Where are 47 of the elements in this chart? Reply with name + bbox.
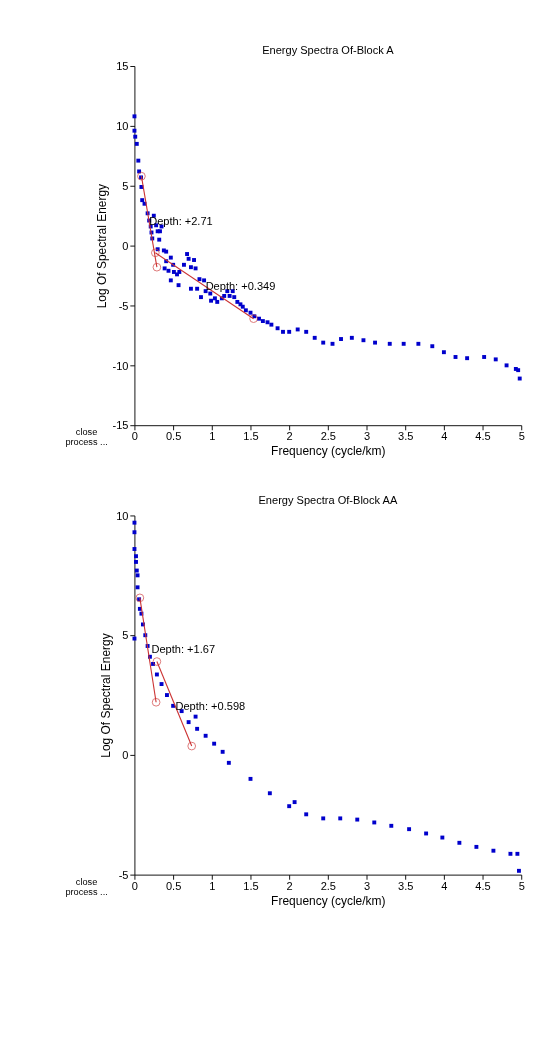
x-tick-label: 0 bbox=[131, 879, 138, 892]
y-tick-label: 10 bbox=[116, 120, 129, 133]
x-tick-label: 2.5 bbox=[320, 879, 336, 892]
text: process ... bbox=[65, 886, 108, 897]
y-tick-label: 0 bbox=[122, 749, 129, 762]
y-tick-label: 10 bbox=[116, 509, 129, 522]
x-tick-label: 5 bbox=[518, 879, 525, 892]
y-tick-label: -5 bbox=[118, 299, 129, 312]
y-tick-label: -5 bbox=[118, 868, 129, 881]
y-tick-label: 0 bbox=[122, 239, 129, 252]
x-tick-label: 2.5 bbox=[320, 430, 336, 443]
x-tick-label: 1.5 bbox=[243, 879, 259, 892]
x-tick-label: 0.5 bbox=[165, 879, 182, 892]
x-tick-label: 3.5 bbox=[398, 430, 414, 443]
x-tick-label: 2 bbox=[286, 430, 293, 443]
annotation: Depth: +0.349 bbox=[205, 280, 276, 293]
y-axis-title: Log Of Spectral Energy bbox=[98, 633, 113, 758]
annotation: Depth: +1.67 bbox=[151, 643, 216, 656]
y-tick-label: -10 bbox=[112, 359, 129, 372]
x-axis-title: Frequency (cycle/km) bbox=[271, 893, 386, 908]
y-tick-label: -15 bbox=[112, 419, 129, 432]
x-tick-label: 0 bbox=[131, 430, 138, 443]
x-tick-label: 2 bbox=[286, 879, 293, 892]
text: process ... bbox=[65, 437, 108, 448]
y-axis-title: Log Of Spectral Energy bbox=[95, 183, 110, 309]
x-tick-label: 1 bbox=[209, 430, 216, 443]
x-tick-label: 1.5 bbox=[243, 430, 259, 443]
x-axis-title: Frequency (cycle/km) bbox=[271, 444, 386, 459]
x-tick-label: 4 bbox=[441, 879, 448, 892]
y-tick-label: 5 bbox=[122, 179, 129, 192]
chart-title: Energy Spectra Of-Block A bbox=[262, 44, 395, 57]
chart-title: Energy Spectra Of-Block AA bbox=[258, 493, 398, 506]
annotation: Depth: +0.598 bbox=[175, 699, 246, 712]
x-tick-label: 3 bbox=[363, 430, 371, 443]
text: close bbox=[75, 427, 98, 438]
x-tick-label: 4 bbox=[441, 430, 448, 443]
x-tick-label: 1 bbox=[209, 879, 216, 892]
x-tick-label: 3.5 bbox=[398, 879, 414, 892]
y-tick-label: 5 bbox=[122, 629, 129, 642]
x-tick-label: 5 bbox=[518, 430, 525, 443]
y-tick-label: 15 bbox=[116, 60, 129, 73]
annotation: Depth: +2.71 bbox=[149, 215, 213, 228]
x-tick-label: 4.5 bbox=[475, 879, 491, 892]
x-tick-label: 3 bbox=[363, 879, 371, 892]
x-tick-label: 0.5 bbox=[165, 430, 182, 443]
text: close bbox=[75, 876, 98, 887]
x-tick-label: 4.5 bbox=[475, 430, 491, 443]
